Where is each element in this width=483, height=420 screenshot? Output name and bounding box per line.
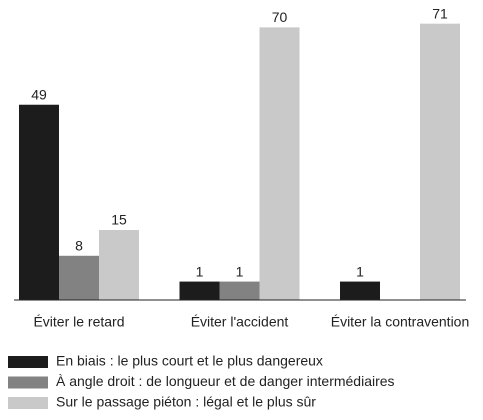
value-label: 8 [75,237,83,253]
legend-swatch [8,397,48,409]
value-label: 70 [272,9,288,25]
bar [340,281,380,300]
bar [99,230,139,300]
value-label: 1 [196,263,204,279]
value-label: 1 [356,263,364,279]
x-tick-label: Éviter l'accident [191,314,289,330]
bar [19,104,59,300]
bar [59,255,99,300]
legend-swatch [8,356,48,368]
bar [179,281,220,300]
x-tick-label: Éviter le retard [33,314,124,330]
value-label: 15 [111,212,127,228]
bar [420,23,460,301]
legend-label: En biais : le plus court et le plus dang… [56,353,323,369]
x-tick-label: Éviter la contravention [331,314,470,330]
value-label: 71 [432,5,448,21]
value-label: 1 [236,263,244,279]
legend-swatch [8,376,48,389]
value-label: 49 [31,86,47,102]
legend-label: À angle droit : de longueur et de danger… [56,373,395,389]
bar [259,27,300,301]
legend-label: Sur le passage piéton : légal et le plus… [56,394,316,410]
bar [219,281,260,300]
